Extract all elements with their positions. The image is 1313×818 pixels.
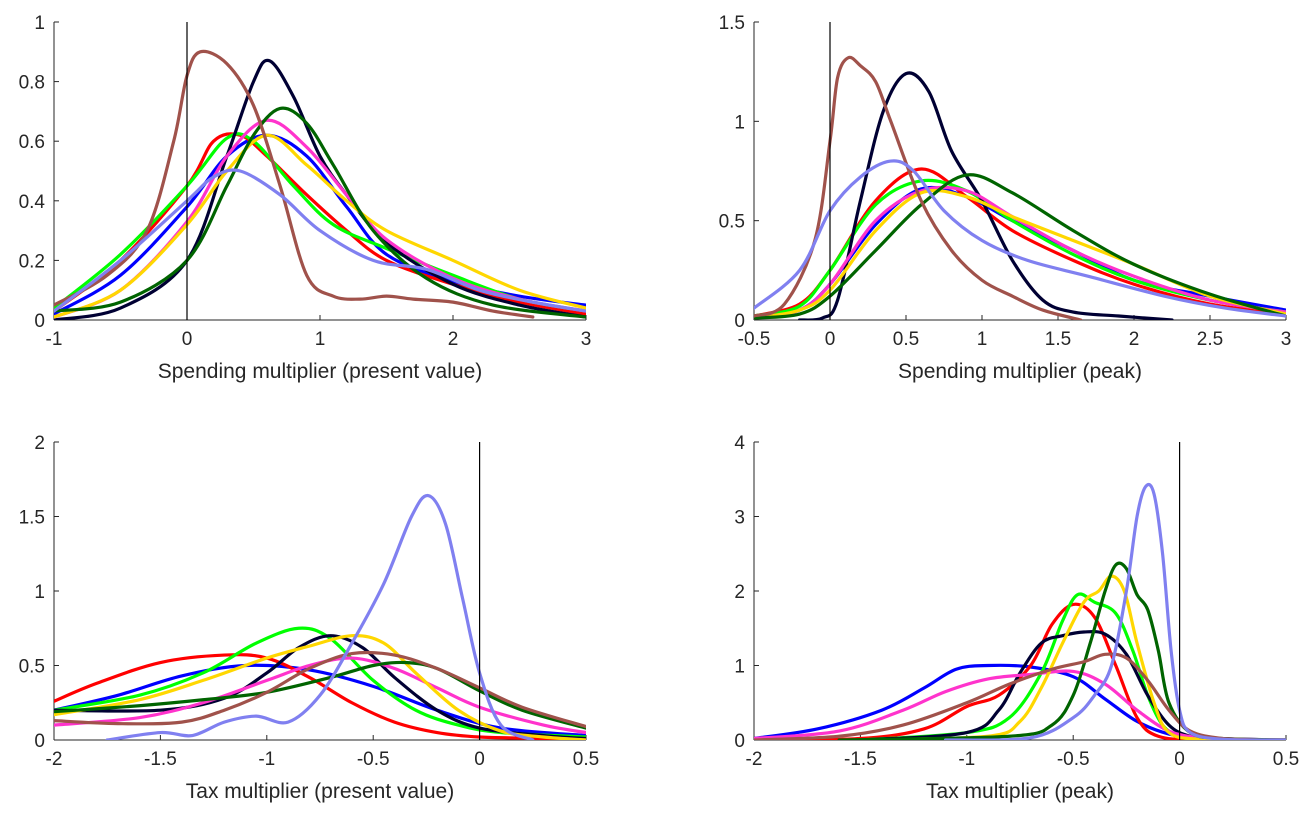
density-curve-lavender bbox=[943, 482, 1286, 740]
y-tick-label: 0.4 bbox=[19, 192, 46, 213]
y-tick-label: 0.8 bbox=[19, 73, 45, 94]
density-curve-darkgreen bbox=[837, 561, 1286, 740]
y-tick-label: 1 bbox=[734, 112, 745, 133]
density-curve-darkgreen bbox=[754, 173, 1286, 320]
density-curve-navy bbox=[858, 629, 1286, 740]
x-tick-label: -2 bbox=[46, 749, 63, 770]
x-axis-label: Spending multiplier (present value) bbox=[158, 360, 483, 383]
density-curve-brown bbox=[54, 650, 586, 729]
x-axis-label: Tax multiplier (peak) bbox=[926, 780, 1114, 803]
density-curve-darkgreen bbox=[54, 660, 586, 730]
y-tick-label: 0 bbox=[734, 311, 745, 332]
x-tick-label: 1 bbox=[315, 329, 326, 350]
density-curve-magenta bbox=[754, 185, 1286, 320]
x-tick-label: -0.5 bbox=[738, 329, 771, 350]
y-tick-label: 2 bbox=[34, 433, 45, 454]
chart-panel-3: -2 -1.5 -1 -0.5 0 0.5 0 0.5 1 1.5 2 Tax multiplier … bbox=[19, 433, 600, 803]
density-curve-lavender bbox=[105, 493, 535, 740]
x-tick-label: -1 bbox=[258, 749, 275, 770]
y-tick-label: 1 bbox=[34, 582, 45, 603]
x-axis-label: Spending multiplier (peak) bbox=[898, 360, 1142, 383]
y-tick-label: 3 bbox=[734, 508, 745, 529]
x-tick-label: -1 bbox=[958, 749, 975, 770]
x-tick-label: 0 bbox=[1174, 749, 1185, 770]
x-tick-label: 1 bbox=[977, 329, 988, 350]
density-curve-brown bbox=[754, 55, 1083, 320]
x-tick-label: -0.5 bbox=[357, 749, 390, 770]
y-tick-label: 1 bbox=[734, 657, 745, 678]
y-tick-label: 0 bbox=[734, 731, 745, 752]
x-tick-label: -1.5 bbox=[844, 749, 877, 770]
x-tick-label: 0.5 bbox=[893, 329, 919, 350]
y-tick-label: 0 bbox=[34, 731, 45, 752]
density-curve-yellow bbox=[858, 574, 1286, 740]
x-tick-label: 2 bbox=[1129, 329, 1140, 350]
x-tick-label: 2.5 bbox=[1197, 329, 1223, 350]
series-group bbox=[754, 482, 1286, 740]
x-tick-label: 3 bbox=[581, 329, 592, 350]
x-tick-label: 0 bbox=[182, 329, 193, 350]
series-group bbox=[754, 55, 1286, 320]
y-tick-label: 1.5 bbox=[19, 508, 45, 529]
density-curve-brown bbox=[54, 49, 535, 319]
density-curve-red bbox=[754, 602, 1286, 740]
series-group bbox=[54, 49, 586, 320]
y-tick-label: 0.2 bbox=[19, 251, 45, 272]
x-tick-label: -1.5 bbox=[144, 749, 177, 770]
x-tick-label: 2 bbox=[448, 329, 459, 350]
y-tick-label: 1 bbox=[34, 13, 45, 34]
y-tick-label: 0.5 bbox=[719, 212, 745, 233]
density-curve-magenta bbox=[54, 656, 586, 735]
density-curve-yellow bbox=[54, 133, 586, 319]
x-tick-label: -0.5 bbox=[1057, 749, 1090, 770]
x-tick-label: 0 bbox=[825, 329, 836, 350]
x-tick-label: 0.5 bbox=[1273, 749, 1299, 770]
y-tick-label: 0 bbox=[34, 311, 45, 332]
density-curve-green bbox=[54, 132, 586, 313]
x-tick-label: 3 bbox=[1281, 329, 1292, 350]
density-curve-lavender bbox=[54, 168, 586, 313]
density-curve-yellow bbox=[54, 634, 586, 740]
x-tick-label: 0.5 bbox=[573, 749, 599, 770]
y-tick-label: 4 bbox=[734, 433, 745, 454]
x-tick-label: 1.5 bbox=[1045, 329, 1071, 350]
x-tick-label: -2 bbox=[746, 749, 763, 770]
x-axis-label: Tax multiplier (present value) bbox=[186, 780, 454, 803]
y-tick-label: 2 bbox=[734, 582, 745, 603]
series-group bbox=[54, 493, 586, 740]
density-curve-darkgreen bbox=[54, 106, 586, 319]
y-tick-label: 0.6 bbox=[19, 132, 45, 153]
y-tick-label: 1.5 bbox=[719, 13, 745, 34]
x-tick-label: -1 bbox=[46, 329, 63, 350]
x-tick-label: 0 bbox=[474, 749, 485, 770]
density-curve-magenta bbox=[54, 118, 586, 319]
y-tick-label: 0.5 bbox=[19, 657, 45, 678]
chart-panel-4: -2 -1.5 -1 -0.5 0 0.5 0 1 2 3 4 Tax multiplier (pea… bbox=[734, 433, 1299, 803]
